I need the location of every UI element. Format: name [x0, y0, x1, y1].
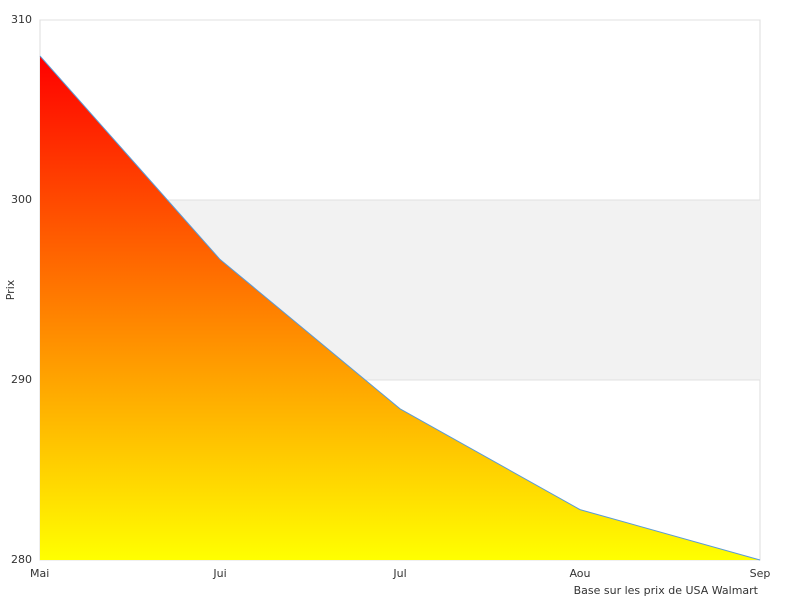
y-tick-label: 280 [11, 553, 32, 566]
y-tick-label: 300 [11, 193, 32, 206]
y-axis-label: Prix [4, 279, 17, 300]
y-tick-label: 290 [11, 373, 32, 386]
x-tick-label: Jui [212, 567, 226, 580]
footer-note: Base sur les prix de USA Walmart [574, 584, 759, 597]
x-tick-label: Jul [392, 567, 406, 580]
y-tick-label: 310 [11, 13, 32, 26]
area-line [39, 55, 761, 561]
x-tick-label: Mai [30, 567, 49, 580]
area-fill [40, 56, 760, 560]
x-tick-label: Sep [750, 567, 771, 580]
x-tick-label: Aou [569, 567, 590, 580]
